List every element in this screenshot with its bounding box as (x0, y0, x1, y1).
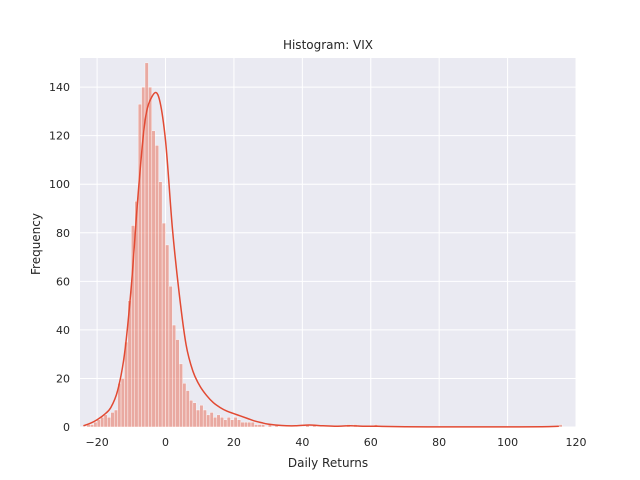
histogram-bar (158, 181, 163, 428)
histogram-bar (114, 409, 118, 428)
x-axis-label: Daily Returns (288, 456, 368, 470)
histogram-bar (110, 412, 115, 428)
y-tick-label: 0 (63, 421, 70, 434)
histogram-bar (93, 421, 98, 428)
histogram-bar (213, 417, 218, 428)
histogram-bar (192, 402, 197, 428)
y-tick-label: 120 (49, 130, 70, 143)
x-tick-label: 20 (227, 436, 241, 449)
x-tick-label: −20 (85, 436, 108, 449)
histogram-bar (155, 145, 159, 428)
y-tick-label: 140 (49, 81, 70, 94)
histogram-bar (237, 419, 241, 428)
histogram-bar (558, 424, 563, 428)
x-tick-labels: −20 0 20 40 60 80 100 120 (85, 436, 586, 449)
histogram-bar (100, 417, 105, 428)
histogram-bar (90, 424, 94, 428)
chart-title: Histogram: VIX (283, 38, 373, 52)
histogram-bar (254, 424, 259, 428)
histogram-bar (206, 414, 211, 428)
histogram-bar (182, 383, 187, 428)
kde-curve (83, 91, 559, 428)
histogram-bar (216, 414, 221, 428)
histogram-bar (223, 419, 228, 428)
histogram-bar (168, 285, 173, 428)
histogram-bar (107, 417, 111, 428)
histogram-bar (120, 378, 125, 428)
histogram-bar (196, 409, 200, 428)
histogram-bar (240, 421, 245, 428)
y-axis-label: Frequency (29, 213, 43, 275)
y-tick-label: 60 (56, 275, 70, 288)
histogram-bar (250, 421, 255, 428)
histogram-bar (209, 412, 214, 428)
histogram-bar (96, 419, 101, 428)
histogram-bars (86, 62, 563, 428)
y-tick-label: 20 (56, 372, 70, 385)
histogram-bar (151, 130, 156, 428)
x-tick-label: 80 (432, 436, 446, 449)
histogram-bar (172, 324, 176, 428)
y-tick-labels: 0 20 40 60 80 100 120 140 (49, 81, 70, 434)
histogram-bar (230, 419, 235, 428)
histogram-bar (161, 222, 166, 428)
histogram-bar (185, 390, 190, 428)
histogram-bar (226, 417, 231, 428)
y-tick-label: 80 (56, 227, 70, 240)
histogram-bar (189, 400, 194, 428)
histogram-bar (233, 417, 238, 428)
x-tick-label: 120 (566, 436, 587, 449)
histogram-bar (247, 421, 252, 428)
histogram-bar (202, 409, 207, 428)
histogram-bar (103, 414, 108, 428)
y-tick-label: 100 (49, 178, 70, 191)
x-tick-label: 0 (162, 436, 169, 449)
x-tick-label: 60 (364, 436, 378, 449)
histogram-bar (199, 404, 204, 428)
x-tick-label: 100 (497, 436, 518, 449)
histogram-bar (165, 244, 170, 428)
histogram-bar (220, 417, 224, 428)
y-tick-label: 40 (56, 324, 70, 337)
histogram-bar (148, 86, 153, 428)
histogram-bar (175, 339, 180, 428)
histogram-bar (243, 421, 248, 428)
histogram-bar (178, 363, 183, 428)
histogram-bar (261, 424, 265, 428)
histogram-bar (257, 424, 262, 428)
x-tick-label: 40 (295, 436, 309, 449)
